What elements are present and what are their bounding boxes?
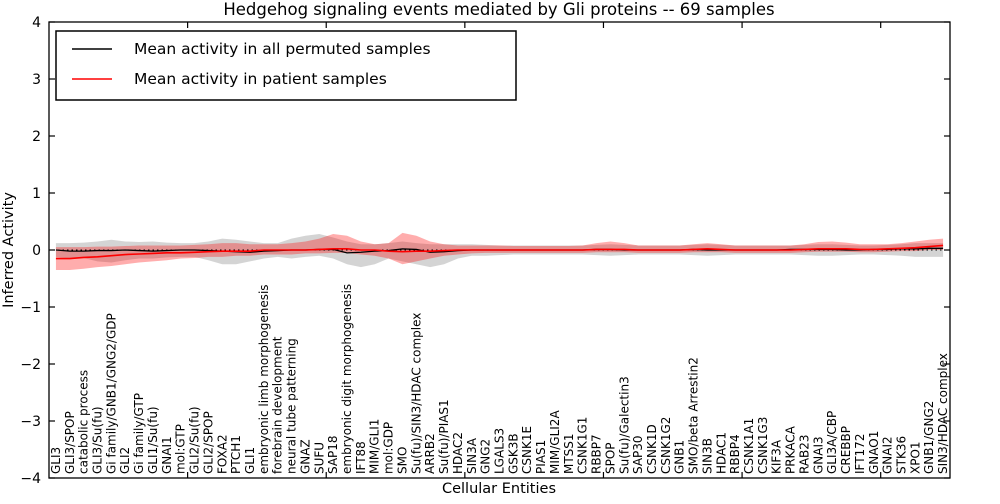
y-tick-label: −1 [20,300,41,316]
category-label: CSNK1G3 [756,417,770,474]
category-label: GLI3/Su(fu) [91,406,105,474]
category-label: MIM/GLI2A [548,410,562,474]
y-tick-label: 3 [32,72,41,88]
y-tick-label: 1 [32,186,41,202]
category-label: CSNK1G1 [576,417,590,474]
category-label: GLI2/Su(fu) [188,406,202,474]
category-label: GNG2 [479,439,493,474]
category-label: IFT172 [853,434,867,474]
chart-title: Hedgehog signaling events mediated by Gl… [223,0,774,19]
category-label: HDAC2 [451,432,465,474]
category-label: Su(fu)/Galectin3 [617,376,631,474]
category-label: GLI1 [243,447,257,474]
patient-mean-line [55,244,944,260]
category-label: KIF3A [770,439,784,474]
category-label: embryonic limb morphogenesis [257,284,271,474]
category-label: SUFU [312,442,326,474]
y-tick-labels: −4 −3 −2 −1 0 1 2 3 4 [20,15,41,487]
category-label: PRKACA [784,425,798,474]
patient-samples-range-band [55,232,944,270]
category-label: GNB1/GNG2 [922,401,936,474]
category-label: Gi family/GNB1/GNG2/GDP [104,313,118,474]
x-category-labels: GLI3 GLI3/SPOP catabolic process GLI3/Su(fu… [49,284,950,474]
category-label: RBBP7 [590,434,604,474]
category-label: mol:GTP [174,424,188,474]
y-tick-label: 2 [32,129,41,145]
category-label: Su(fu)/PIAS1 [437,399,451,474]
category-label: GNAI3 [811,436,825,474]
category-label: CSNK1A1 [742,418,756,474]
category-label: XPO1 [908,441,922,474]
category-label: GLI2 [118,447,132,474]
category-label: GLI1/Su(fu) [146,406,160,474]
category-label: MIM/GLI1 [368,419,382,474]
category-label: SMO/beta Arrestin2 [687,357,701,474]
y-axis-label: Inferred Activity [1,192,17,308]
y-tick-label: −4 [20,471,41,487]
category-label: mol:GDP [382,422,396,474]
category-label: SPOP [603,442,617,474]
category-label: CSNK1E [520,426,534,474]
category-label: GLI3 [49,447,63,474]
y-tick-label: 0 [32,243,41,259]
category-label: PTCH1 [229,435,243,474]
axis-ticks [49,21,950,479]
category-label: CREBBP [839,426,853,474]
category-label: SMO [395,447,409,474]
category-label: forebrain development [271,336,285,474]
y-tick-label: −3 [20,414,41,430]
category-label: GSK3B [506,433,520,474]
category-label: HDAC1 [714,432,728,474]
category-label: SAP18 [326,435,340,474]
legend-label-patient: Mean activity in patient samples [134,70,387,88]
category-label: GLI3A/CBP [825,411,839,474]
category-label: GLI3/SPOP [63,411,77,474]
x-axis-label: Cellular Entities [442,481,556,497]
y-tick-label: 4 [32,15,41,31]
y-tick-label: −2 [20,357,41,373]
category-label: RBBP4 [728,434,742,474]
category-label: embryonic digit morphogenesis [340,284,354,474]
category-label: IFT88 [354,441,368,474]
category-label: PIAS1 [534,440,548,474]
category-label: SIN3B [700,438,714,474]
category-label: GNAO1 [867,431,881,474]
category-label: GNAI2 [881,436,895,474]
category-label: FOXA2 [215,434,229,474]
legend: Mean activity in all permuted samples Me… [55,30,517,101]
category-label: GLI2/SPOP [201,411,215,474]
series-lines [55,244,944,260]
category-label: GNAI1 [160,436,174,474]
category-label: Su(fu)/SIN3/HDAC complex [409,313,423,474]
category-label: neural tube patterning [285,338,299,474]
category-label: catabolic process [77,370,91,474]
category-label: GNAZ [298,439,312,474]
category-label: GNB1 [673,440,687,474]
legend-label-permuted: Mean activity in all permuted samples [134,40,431,58]
category-label: LGALS3 [493,428,507,474]
category-label: MTSS1 [562,433,576,474]
category-label: CSNK1D [645,424,659,474]
category-label: ARRB2 [423,433,437,474]
category-label: SAP30 [631,435,645,474]
category-label: SIN3/HDAC complex [936,353,950,474]
category-label: RAB23 [797,434,811,474]
category-label: SIN3A [465,437,479,474]
category-label: CSNK1G2 [659,417,673,474]
category-label: STK36 [894,436,908,474]
category-label: Gi family/GTP [132,393,146,474]
legend-box [55,30,517,101]
